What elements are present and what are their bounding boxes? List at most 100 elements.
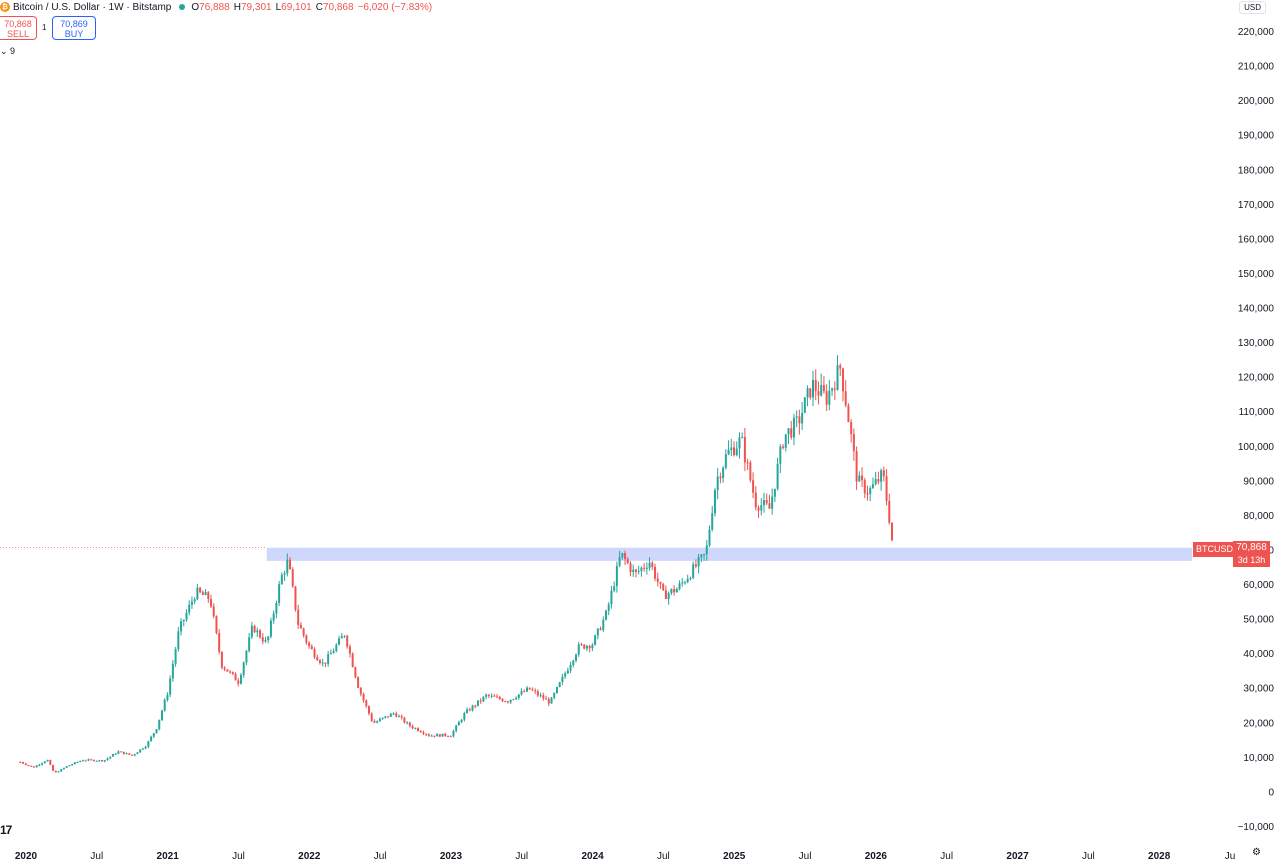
candle-body [542, 695, 545, 699]
candle-body [316, 657, 319, 661]
x-tick-label: Jul [90, 851, 103, 862]
close-key: C [315, 1, 323, 13]
candle-body [572, 660, 575, 665]
candle-body [534, 690, 537, 692]
y-tick-label: 200,000 [1238, 96, 1275, 107]
candle-body [436, 734, 439, 737]
candle-body [659, 581, 662, 584]
candlestick-series [19, 355, 894, 773]
candle-body [681, 582, 684, 584]
candle-body [144, 746, 147, 749]
candle-body [147, 741, 150, 747]
candle-body [250, 625, 253, 638]
symbol-title[interactable]: Bitcoin / U.S. Dollar · 1W · Bitstamp [13, 1, 172, 13]
candle-body [71, 764, 74, 766]
candle-body [743, 437, 746, 463]
candle-body [103, 760, 106, 762]
candle-body [90, 759, 93, 761]
candle-body [632, 569, 635, 573]
candle-body [242, 662, 245, 675]
candle-body [850, 422, 853, 435]
candle-body [760, 505, 763, 511]
candle-body [673, 588, 676, 593]
change-value: −6,020 (−7.83%) [357, 1, 433, 13]
candle-body [376, 721, 379, 723]
candle-body [724, 454, 727, 468]
candle-body [754, 492, 757, 508]
candle-body [169, 678, 172, 695]
candle-body [531, 689, 534, 691]
candle-body [509, 699, 512, 703]
x-tick-label: 2022 [298, 851, 321, 862]
candle-body [131, 754, 134, 756]
x-tick-label: Jul [940, 851, 953, 862]
candle-body [210, 599, 213, 607]
candle-body [177, 631, 180, 650]
settings-gear-icon[interactable]: ⚙ [1252, 847, 1261, 858]
candle-body [877, 479, 880, 482]
candle-body [408, 722, 411, 727]
sell-button[interactable]: 70,868 SELL [0, 16, 37, 40]
candle-body [267, 636, 270, 641]
candle-body [43, 761, 46, 764]
candle-body [125, 753, 128, 755]
candle-body [302, 628, 305, 636]
currency-button[interactable]: USD [1239, 1, 1266, 14]
candle-body [686, 578, 689, 583]
x-tick-label: 2023 [440, 851, 463, 862]
candle-body [294, 586, 297, 610]
candle-body [558, 682, 561, 688]
candle-body [550, 697, 553, 704]
y-tick-label: 120,000 [1238, 373, 1275, 384]
candle-body [370, 713, 373, 721]
candle-body [384, 716, 387, 718]
candle-body [515, 697, 518, 700]
candle-body [199, 587, 202, 593]
candle-body [607, 604, 610, 611]
candle-body [594, 635, 597, 645]
candle-body [201, 592, 204, 596]
candle-body [38, 764, 41, 766]
candle-body [727, 449, 730, 455]
open-value: 76,888 [199, 1, 230, 13]
candle-body [430, 735, 433, 737]
tradingview-logo-icon[interactable]: 17 [0, 823, 12, 837]
candle-body [602, 619, 605, 630]
candle-body [54, 770, 57, 773]
y-tick-label: 220,000 [1238, 27, 1275, 38]
buy-button[interactable]: 70,869 BUY [52, 16, 96, 40]
candle-body [207, 592, 210, 600]
candle-body [150, 736, 153, 742]
candle-body [487, 694, 490, 696]
candle-body [305, 635, 308, 643]
candle-body [400, 716, 403, 718]
candle-body [771, 496, 774, 509]
candle-body [81, 760, 84, 762]
candle-body [735, 448, 738, 456]
candle-body [378, 718, 381, 722]
candle-body [803, 397, 806, 413]
candle-body [855, 451, 858, 482]
candle-body [373, 720, 376, 723]
candle-body [474, 705, 477, 707]
candle-body [861, 475, 864, 481]
candle-body [634, 569, 637, 572]
candle-body [188, 604, 191, 613]
market-status-icon [179, 4, 186, 10]
candle-body [403, 717, 406, 723]
candle-body [359, 687, 362, 694]
x-tick-label: 2024 [581, 851, 604, 862]
candle-body [338, 638, 341, 645]
candle-body [809, 388, 812, 398]
y-tick-label: 50,000 [1243, 615, 1274, 626]
candle-body [471, 705, 474, 711]
candle-body [109, 756, 112, 759]
candle-body [139, 749, 142, 753]
candle-body [299, 624, 302, 629]
candle-body [237, 680, 240, 684]
candle-body [667, 593, 670, 599]
candle-body [321, 662, 324, 664]
candle-body [27, 764, 30, 766]
indicators-toggle[interactable]: ⌄ 9 [0, 46, 16, 56]
